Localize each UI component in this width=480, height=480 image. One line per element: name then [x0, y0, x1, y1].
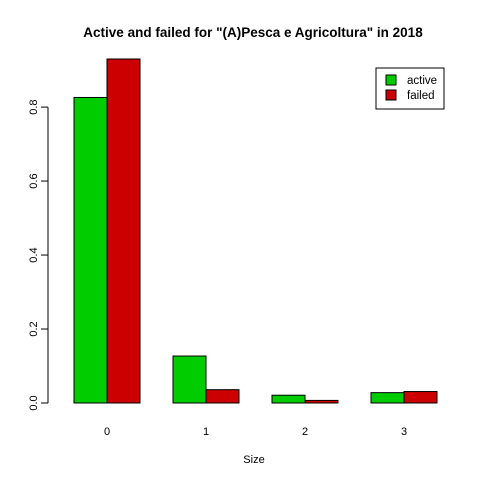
- legend-label-active: active: [407, 75, 437, 87]
- x-tick-label: 3: [401, 426, 407, 438]
- legend-label-failed: failed: [407, 90, 435, 102]
- legend-swatch-failed: [385, 89, 397, 101]
- bar-failed-3: [403, 391, 438, 404]
- legend: active failed: [375, 67, 445, 110]
- legend-swatch-active: [385, 74, 397, 86]
- bar-active-0: [73, 96, 108, 404]
- y-tick-label: 0.0: [28, 395, 40, 410]
- bar-failed-2: [304, 399, 339, 404]
- y-tick-label: 0.6: [28, 173, 40, 188]
- x-axis: 0 1 2 3: [104, 426, 407, 438]
- y-tick-label: 0.8: [28, 99, 40, 114]
- bars-layer: [73, 58, 438, 404]
- x-axis-label: Size: [243, 454, 264, 466]
- y-tick-label: 0.4: [28, 247, 40, 262]
- y-axis: 0.0 0.2 0.4 0.6 0.8: [28, 99, 49, 411]
- bar-failed-0: [106, 58, 141, 404]
- chart-title: Active and failed for "(A)Pesca e Agrico…: [83, 25, 423, 40]
- bar-active-2: [271, 394, 306, 404]
- x-tick-label: 0: [104, 426, 110, 438]
- y-tick-label: 0.2: [28, 321, 40, 336]
- x-tick-label: 2: [302, 426, 308, 438]
- bar-failed-1: [205, 389, 240, 404]
- x-tick-label: 1: [203, 426, 209, 438]
- bar-active-1: [172, 355, 207, 404]
- bar-active-3: [370, 392, 405, 404]
